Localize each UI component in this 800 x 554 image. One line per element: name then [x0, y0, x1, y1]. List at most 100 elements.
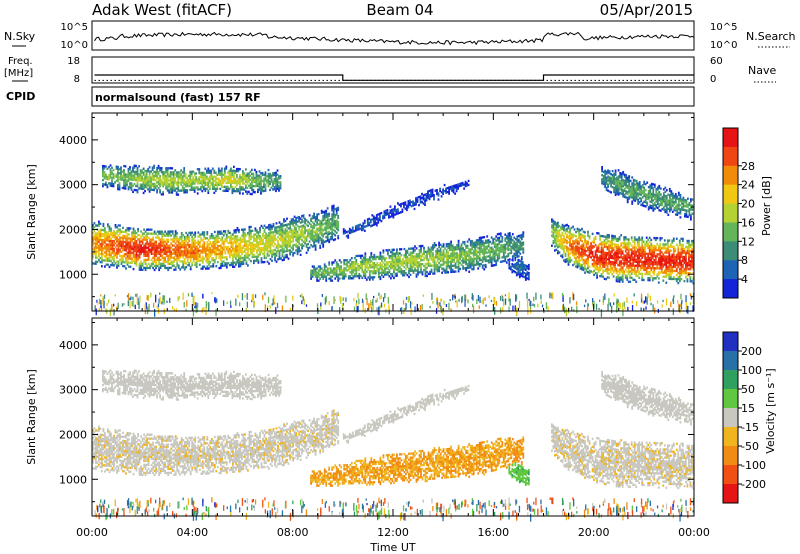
- power-cell: [213, 251, 216, 254]
- power-cell: [129, 186, 131, 189]
- power-cell: [229, 231, 231, 235]
- power-cell: [235, 253, 237, 256]
- power-cell: [591, 254, 594, 258]
- power-cell: [567, 257, 570, 260]
- power-cell: [134, 241, 136, 245]
- power-cell: [451, 252, 454, 255]
- power-cell: [349, 263, 352, 266]
- power-cell: [438, 267, 440, 271]
- power-cell: [557, 252, 559, 255]
- power-cell: [101, 238, 103, 242]
- power-cell: [110, 233, 112, 237]
- power-cell: [374, 270, 377, 273]
- power-cell: [326, 271, 329, 274]
- power-cell: [320, 267, 323, 270]
- power-cell: [385, 249, 388, 252]
- power-cell: [456, 246, 458, 249]
- power-cell: [151, 172, 154, 175]
- power-cell: [124, 187, 127, 190]
- power-cell: [427, 250, 430, 253]
- power-cell: [204, 187, 207, 191]
- power-cell: [135, 170, 137, 174]
- power-cell: [95, 250, 97, 253]
- power-cell: [98, 234, 100, 237]
- power-cell: [131, 245, 133, 248]
- power-cell: [262, 242, 264, 246]
- power-cell: [151, 166, 154, 169]
- power-cell: [113, 231, 115, 235]
- power-cell: [168, 256, 171, 259]
- power-cell: [555, 224, 558, 227]
- power-cell: [448, 246, 451, 250]
- power-cell: [385, 267, 388, 270]
- power-cell: [256, 235, 258, 238]
- power-cell: [147, 258, 150, 262]
- power-cell: [272, 237, 275, 240]
- power-cell: [590, 244, 592, 247]
- power-cell: [242, 246, 245, 249]
- power-cell: [245, 174, 247, 177]
- power-cell: [337, 228, 340, 232]
- power-cell: [569, 242, 571, 245]
- power-cell: [268, 224, 270, 227]
- power-cell: [286, 243, 288, 247]
- power-cell: [439, 189, 441, 193]
- power-cell: [551, 224, 553, 227]
- power-cell: [453, 260, 455, 263]
- power-cell: [567, 235, 570, 238]
- power-cell: [563, 251, 565, 254]
- power-cell: [101, 240, 103, 244]
- power-cell: [120, 258, 123, 262]
- power-cell: [181, 187, 184, 190]
- power-cell: [245, 260, 248, 263]
- power-cell: [162, 177, 164, 180]
- power-cell: [158, 238, 160, 241]
- power-cell: [217, 177, 220, 180]
- power-cell: [310, 275, 312, 278]
- power-cell: [259, 229, 261, 232]
- power-cell: [179, 238, 182, 241]
- power-cell: [451, 244, 454, 247]
- power-cell: [108, 257, 111, 261]
- power-cell: [208, 181, 211, 185]
- power-cell: [412, 263, 415, 266]
- power-cell: [302, 224, 305, 227]
- power-cell: [407, 204, 410, 207]
- power-cell: [95, 260, 97, 263]
- power-cell: [283, 224, 285, 227]
- power-cell: [216, 244, 219, 248]
- power-cell: [260, 180, 262, 183]
- power-cell: [591, 244, 594, 248]
- power-cell: [150, 250, 153, 253]
- power-cell: [587, 230, 589, 233]
- power-cell: [161, 250, 163, 253]
- power-cell: [260, 182, 262, 185]
- power-cell: [462, 257, 464, 260]
- power-cell: [423, 269, 425, 272]
- power-cell: [272, 223, 275, 226]
- power-cell: [196, 168, 199, 171]
- power-cell: [192, 176, 195, 179]
- power-cell: [143, 266, 145, 270]
- power-cell: [238, 265, 240, 268]
- power-cell: [246, 174, 249, 177]
- power-cell: [576, 251, 579, 255]
- power-cell: [442, 263, 445, 266]
- power-cell: [230, 235, 233, 238]
- power-cell: [325, 219, 328, 223]
- power-cell: [201, 185, 204, 189]
- power-cell: [215, 236, 218, 240]
- power-cell: [557, 239, 559, 243]
- power-cell: [231, 179, 234, 183]
- power-cell: [374, 265, 377, 269]
- power-cell: [247, 252, 249, 255]
- power-cell: [388, 248, 391, 252]
- power-cell: [210, 259, 213, 262]
- power-cell: [147, 252, 150, 256]
- power-cell: [150, 242, 153, 245]
- power-cell: [391, 272, 394, 276]
- power-cell: [179, 260, 182, 263]
- power-cell: [159, 248, 162, 251]
- power-cell: [159, 232, 162, 235]
- power-cell: [242, 188, 244, 191]
